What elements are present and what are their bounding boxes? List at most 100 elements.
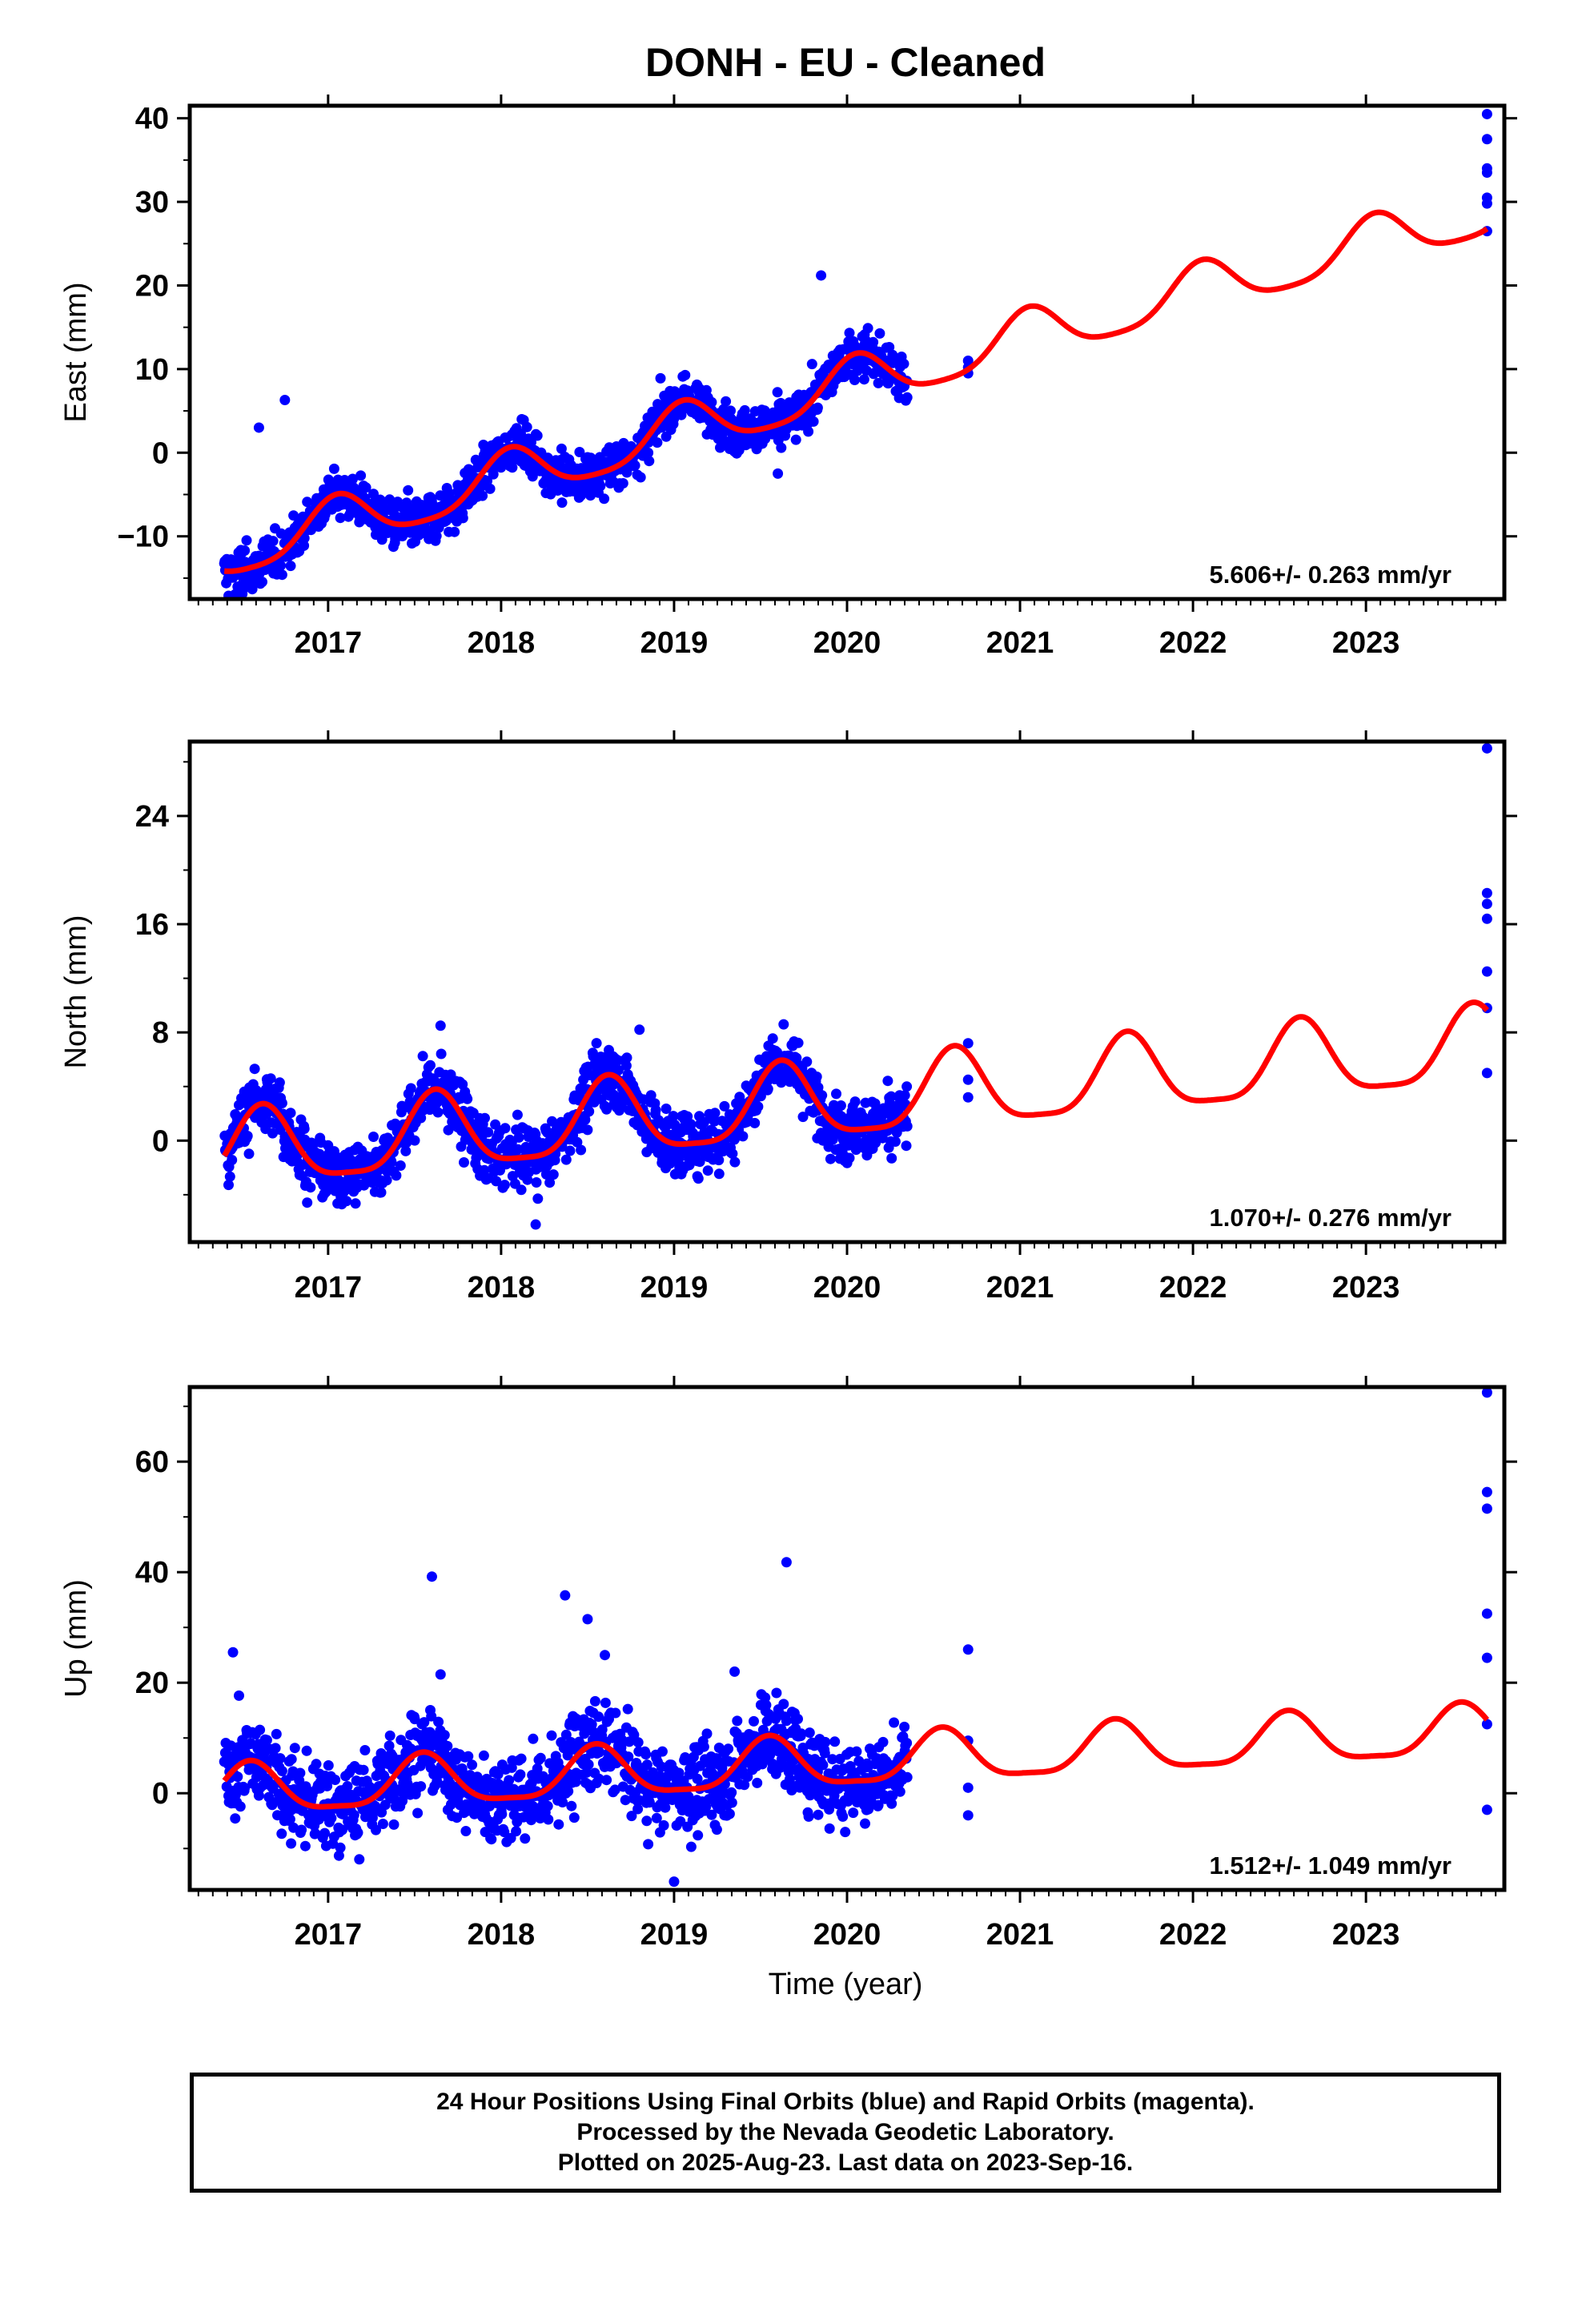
- data-point: [724, 1808, 735, 1819]
- data-point: [574, 447, 585, 457]
- data-point: [755, 1091, 766, 1102]
- data-point: [484, 483, 496, 494]
- x-tick-label: 2023: [1332, 626, 1400, 660]
- data-point: [223, 1180, 234, 1191]
- data-point: [527, 471, 538, 482]
- data-point: [557, 1797, 568, 1807]
- data-point: [477, 490, 488, 501]
- data-point: [629, 460, 640, 471]
- data-point: [713, 1168, 725, 1180]
- x-tick-label: 2022: [1159, 626, 1227, 660]
- data-point: [804, 1727, 815, 1739]
- data-point: [326, 1812, 337, 1823]
- y-tick-label: 0: [152, 1124, 169, 1158]
- chart-title: DONH - EU - Cleaned: [645, 40, 1046, 85]
- data-point: [359, 1745, 371, 1755]
- x-tick-label: 2023: [1332, 1271, 1400, 1305]
- data-point: [591, 1038, 602, 1049]
- data-point: [709, 1116, 720, 1127]
- data-point: [546, 1730, 557, 1741]
- data-point: [582, 1124, 593, 1136]
- data-point: [617, 478, 628, 489]
- data-point: [593, 1711, 604, 1723]
- data-point: [962, 1074, 974, 1085]
- data-point: [831, 1088, 841, 1100]
- data-point: [601, 1775, 612, 1786]
- data-point: [584, 1106, 595, 1117]
- y-tick-label: 60: [135, 1445, 169, 1479]
- data-point: [348, 1809, 359, 1820]
- data-point: [824, 1803, 835, 1815]
- data-point: [803, 1811, 814, 1822]
- footer-line-2: Processed by the Nevada Geodetic Laborat…: [576, 2119, 1114, 2145]
- data-point: [299, 1124, 310, 1134]
- data-point: [844, 328, 855, 339]
- data-point: [480, 1112, 490, 1124]
- x-tick-label: 2019: [640, 1918, 709, 1952]
- data-point: [709, 1770, 720, 1781]
- data-point: [285, 1108, 296, 1119]
- data-point: [560, 1154, 572, 1165]
- data-point: [797, 1112, 809, 1123]
- data-point: [901, 1120, 913, 1132]
- data-point: [460, 1826, 472, 1836]
- data-point: [311, 1759, 322, 1770]
- data-point: [347, 473, 358, 485]
- data-point: [729, 1156, 741, 1168]
- data-point: [467, 1759, 478, 1771]
- data-point: [825, 1153, 836, 1164]
- data-point: [623, 1751, 634, 1763]
- data-point: [528, 1733, 539, 1744]
- data-point: [358, 1764, 369, 1775]
- data-point: [868, 336, 879, 348]
- data-point: [403, 485, 414, 496]
- data-point: [781, 1557, 792, 1568]
- data-point: [685, 1841, 697, 1852]
- x-tick-label: 2020: [813, 1918, 881, 1952]
- data-point: [580, 1114, 591, 1125]
- data-point: [901, 392, 913, 403]
- footer-line-3: Plotted on 2025-Aug-23. Last data on 202…: [557, 2149, 1134, 2176]
- data-point: [844, 1152, 855, 1164]
- data-point: [737, 1131, 749, 1142]
- data-point: [901, 1771, 913, 1783]
- data-point: [302, 497, 313, 508]
- data-point: [381, 1175, 392, 1186]
- data-point: [635, 472, 646, 483]
- data-point: [582, 1614, 593, 1625]
- data-point: [778, 1019, 789, 1030]
- data-point: [612, 1064, 624, 1076]
- data-point: [1481, 1608, 1492, 1619]
- data-point: [544, 1177, 556, 1188]
- data-point: [894, 1786, 905, 1797]
- data-point: [274, 1077, 285, 1088]
- data-point: [771, 1687, 782, 1699]
- data-point: [706, 1809, 717, 1820]
- data-point: [858, 374, 869, 385]
- data-point: [426, 1711, 437, 1722]
- data-point: [543, 1814, 554, 1825]
- data-point: [772, 387, 783, 398]
- data-point: [752, 1777, 763, 1788]
- data-point: [773, 468, 784, 479]
- data-point: [435, 1669, 446, 1680]
- east-panel: 2017 2018 2019 2020 2021 2022 2023 −10 0 10 20 30 40…: [59, 94, 1517, 660]
- data-point: [632, 1737, 644, 1748]
- data-point: [342, 1781, 353, 1791]
- data-point: [299, 1840, 311, 1852]
- data-point: [962, 1038, 974, 1049]
- data-point: [609, 1784, 620, 1795]
- data-point: [581, 1767, 592, 1778]
- data-point: [352, 1827, 363, 1838]
- data-point: [496, 1808, 508, 1819]
- data-point: [459, 1157, 469, 1168]
- data-point: [462, 1093, 473, 1104]
- data-point: [400, 1145, 412, 1156]
- data-point: [515, 1769, 526, 1780]
- data-point: [439, 1730, 450, 1741]
- data-point: [1481, 167, 1492, 179]
- data-point: [279, 395, 291, 406]
- data-point: [276, 1098, 287, 1108]
- data-point: [1481, 1068, 1492, 1079]
- data-point: [1481, 1503, 1492, 1514]
